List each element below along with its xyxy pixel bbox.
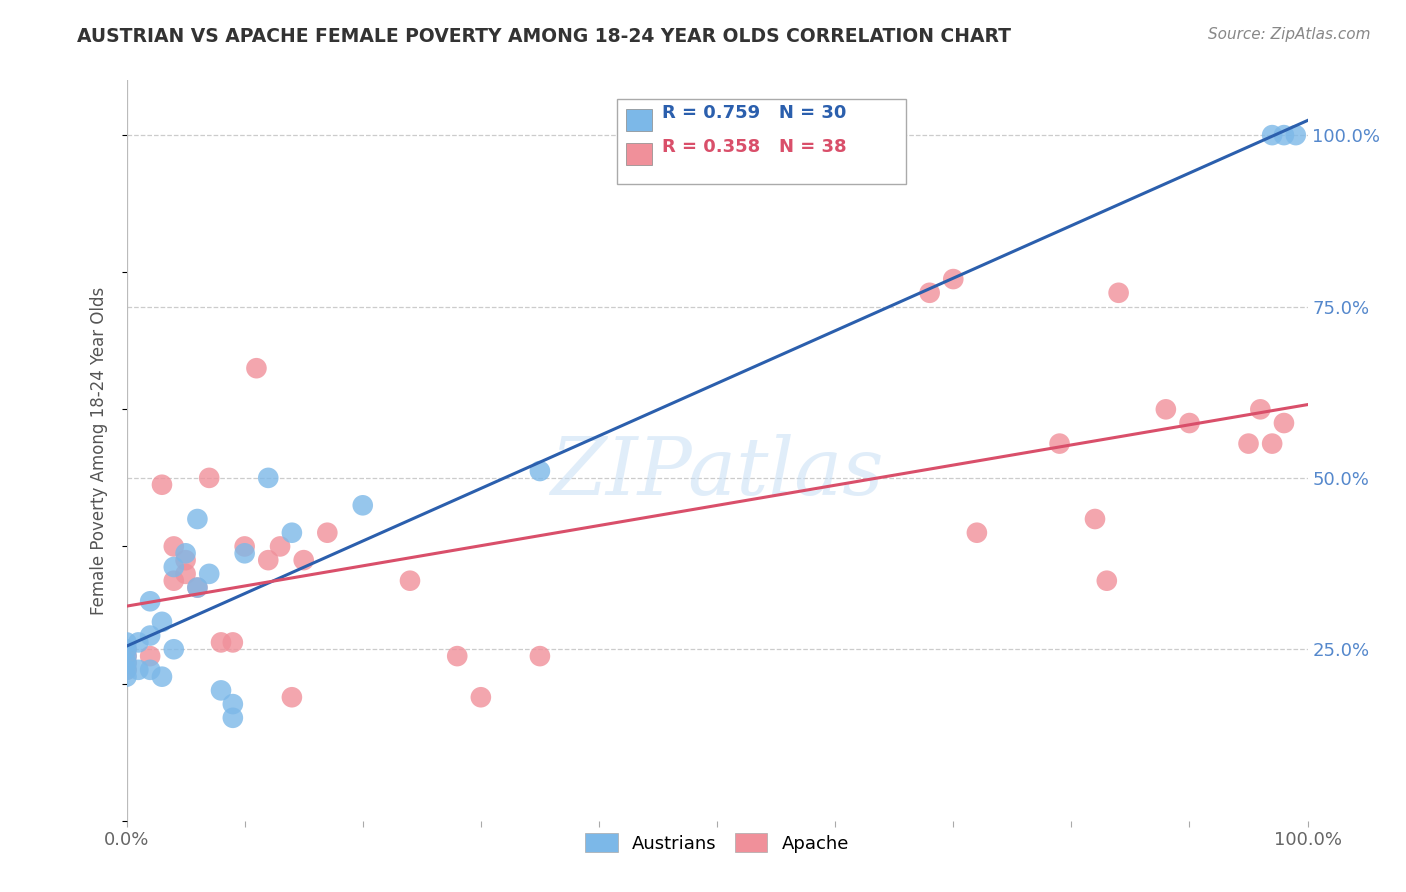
Point (1049, 436, 1071, 450)
Point (209, 635, 232, 649)
Point (1261, 128, 1284, 142)
Point (1237, 436, 1260, 450)
Point (1108, 285, 1130, 300)
Text: AUSTRIAN VS APACHE FEMALE POVERTY AMONG 18-24 YEAR OLDS CORRELATION CHART: AUSTRIAN VS APACHE FEMALE POVERTY AMONG … (77, 27, 1011, 45)
Point (174, 546, 197, 560)
Point (115, 649, 138, 664)
Point (127, 663, 149, 677)
Point (163, 642, 186, 657)
Point (269, 540, 291, 554)
Point (209, 683, 232, 698)
Point (115, 663, 138, 677)
Point (1095, 574, 1118, 588)
Point (115, 649, 138, 664)
Point (222, 635, 245, 649)
Point (1261, 436, 1284, 450)
Point (174, 553, 197, 567)
Point (139, 649, 162, 664)
Point (1272, 128, 1295, 142)
Point (139, 628, 162, 642)
Point (186, 581, 208, 595)
FancyBboxPatch shape (626, 109, 652, 131)
Point (139, 663, 162, 677)
Point (163, 560, 186, 574)
Point (139, 594, 162, 608)
Point (1272, 416, 1295, 430)
Point (186, 512, 208, 526)
Point (115, 642, 138, 657)
Point (352, 498, 374, 512)
Point (233, 546, 256, 560)
Text: Source: ZipAtlas.com: Source: ZipAtlas.com (1208, 27, 1371, 42)
Point (1285, 128, 1308, 142)
Point (281, 525, 304, 540)
Text: ZIPatlas: ZIPatlas (550, 434, 884, 511)
Point (529, 464, 551, 478)
Point (222, 711, 245, 725)
Point (446, 649, 468, 664)
Point (1154, 402, 1177, 417)
Point (115, 670, 138, 684)
Point (1084, 512, 1107, 526)
Point (470, 690, 492, 705)
Point (115, 642, 138, 657)
Point (163, 574, 186, 588)
Point (198, 566, 221, 581)
Y-axis label: Female Poverty Among 18-24 Year Olds: Female Poverty Among 18-24 Year Olds (90, 286, 108, 615)
Point (115, 635, 138, 649)
Point (233, 540, 256, 554)
Point (198, 471, 221, 485)
Point (257, 471, 280, 485)
Point (115, 663, 138, 677)
Point (918, 285, 941, 300)
Point (127, 635, 149, 649)
FancyBboxPatch shape (617, 99, 905, 184)
Point (399, 574, 422, 588)
Point (186, 581, 208, 595)
Point (245, 361, 267, 376)
Point (115, 656, 138, 670)
Point (1178, 416, 1201, 430)
Text: R = 0.759   N = 30: R = 0.759 N = 30 (662, 104, 846, 122)
Point (529, 649, 551, 664)
FancyBboxPatch shape (626, 144, 652, 165)
Point (316, 525, 339, 540)
Point (942, 272, 965, 286)
Point (1249, 402, 1271, 417)
Legend: Austrians, Apache: Austrians, Apache (578, 825, 856, 860)
Point (150, 477, 173, 491)
Point (281, 690, 304, 705)
Point (222, 697, 245, 711)
Point (257, 553, 280, 567)
Point (966, 525, 988, 540)
Text: R = 0.358   N = 38: R = 0.358 N = 38 (662, 138, 846, 156)
Point (292, 553, 315, 567)
Point (150, 615, 173, 629)
Point (174, 566, 197, 581)
Point (163, 540, 186, 554)
Point (150, 670, 173, 684)
Point (115, 656, 138, 670)
